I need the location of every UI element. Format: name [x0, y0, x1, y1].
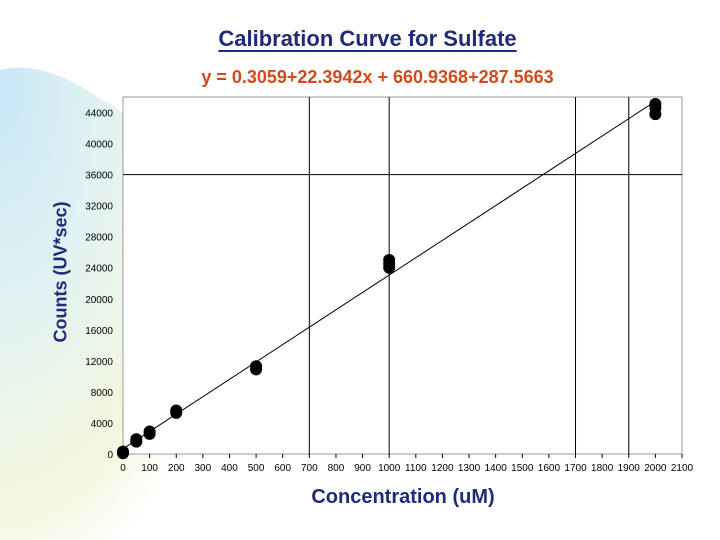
data-point [383, 253, 396, 266]
data-point [143, 425, 156, 438]
x-tick-label: 800 [328, 463, 345, 474]
y-tick-label: 44000 [85, 109, 113, 120]
data-point [250, 360, 263, 373]
x-tick-label: 900 [354, 463, 371, 474]
x-axis-label: Concentration (uM) [311, 486, 495, 508]
y-tick-label: 8000 [91, 388, 114, 399]
chart-title: Calibration Curve for Sulfate [218, 26, 517, 51]
y-tick-label: 40000 [85, 140, 113, 151]
y-tick-label: 4000 [91, 419, 114, 430]
y-tick-label: 12000 [85, 357, 113, 368]
x-tick-label: 400 [221, 463, 238, 474]
y-tick-label: 16000 [85, 326, 113, 337]
x-tick-label: 1200 [431, 463, 454, 474]
x-tick-label: 1900 [618, 463, 641, 474]
data-point [649, 97, 662, 110]
plot-area [122, 96, 683, 455]
y-tick-label: 28000 [85, 233, 113, 244]
x-tick-label: 1000 [378, 463, 401, 474]
x-tick-label: 1700 [564, 463, 587, 474]
x-tick-label: 100 [141, 463, 158, 474]
x-tick-label: 2000 [644, 463, 667, 474]
data-point [117, 445, 129, 458]
data-point [170, 404, 183, 417]
x-tick-label: 0 [120, 463, 126, 474]
x-tick-label: 1100 [405, 463, 427, 474]
x-tick-label: 1400 [485, 463, 508, 474]
x-tick-label: 1600 [538, 463, 561, 474]
x-tick-label: 500 [248, 463, 265, 474]
trendline [122, 100, 656, 450]
y-tick-label: 0 [107, 450, 113, 461]
x-tick-label: 200 [168, 463, 185, 474]
x-tick-label: 700 [301, 463, 318, 474]
x-tick-label: 1500 [511, 463, 534, 474]
x-tick-label: 2100 [671, 463, 694, 474]
regression-equation: y = 0.3059+22.3942x + 660.9368+287.5663 [201, 67, 554, 87]
x-tick-label: 1800 [591, 463, 614, 474]
x-tick-label: 1300 [458, 463, 481, 474]
x-tick-label: 600 [274, 463, 291, 474]
y-tick-label: 20000 [85, 295, 113, 306]
y-tick-label: 24000 [85, 264, 113, 275]
y-tick-label: 32000 [85, 202, 113, 213]
y-tick-label: 36000 [85, 171, 113, 182]
data-point [130, 433, 143, 446]
x-tick-label: 300 [195, 463, 212, 474]
